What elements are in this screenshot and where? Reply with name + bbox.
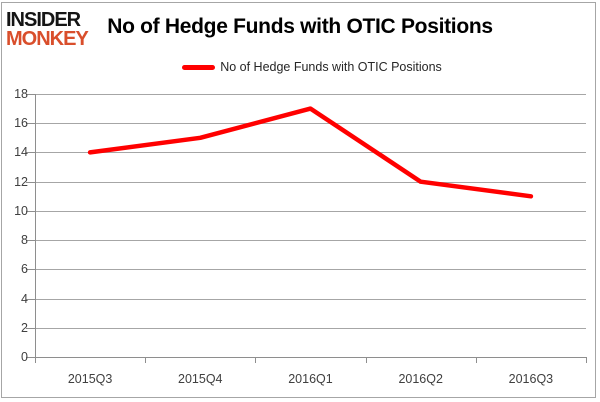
y-axis-tick (26, 152, 35, 154)
x-axis-tick (145, 357, 147, 363)
y-tick-label: 2 (21, 320, 28, 335)
x-axis-tick (475, 357, 477, 363)
y-tick-label: 0 (21, 350, 28, 364)
logo-line-monkey: MONKEY (6, 28, 89, 50)
x-tick-label: 2015Q3 (67, 372, 113, 386)
y-axis-tick (26, 357, 35, 358)
gridline (35, 269, 586, 271)
y-axis-tick (26, 94, 35, 95)
y-tick-label: 16 (14, 116, 28, 131)
x-tick-label: 2016Q2 (398, 372, 443, 386)
y-tick-label: 6 (21, 262, 28, 277)
y-tick-label: 10 (14, 203, 28, 218)
gridline (35, 123, 586, 125)
y-axis-tick (26, 327, 35, 329)
x-tick-label: 2016Q3 (508, 372, 554, 386)
logo-line-insider: INSIDER (6, 9, 81, 31)
x-axis-tick (365, 357, 367, 363)
gridline (35, 152, 586, 154)
gridline (35, 298, 586, 300)
y-tick-label: 18 (14, 87, 28, 101)
x-axis-tick (35, 357, 36, 363)
gridline (35, 94, 586, 95)
gridline (35, 240, 586, 242)
x-tick-label: 2015Q4 (178, 372, 223, 386)
legend: No of Hedge Funds with OTIC Positions (12, 60, 600, 74)
gridline (35, 327, 586, 329)
legend-line-swatch (182, 64, 216, 70)
y-tick-label: 8 (21, 233, 28, 248)
x-axis-tick (255, 357, 257, 363)
legend-label: No of Hedge Funds with OTIC Positions (220, 60, 442, 74)
x-axis-line (35, 357, 586, 358)
y-axis-tick (26, 181, 35, 183)
y-axis-tick (26, 269, 35, 271)
x-axis-tick (586, 357, 587, 363)
y-axis-tick (26, 298, 35, 300)
y-tick-label: 12 (14, 174, 28, 189)
chart-title: No of Hedge Funds with OTIC Positions (107, 15, 493, 38)
y-axis-tick (26, 123, 35, 125)
y-tick-label: 4 (21, 291, 28, 306)
gridline (35, 210, 586, 212)
insider-monkey-logo: INSIDER MONKEY (6, 9, 89, 50)
y-axis-tick (26, 210, 35, 212)
gridline (35, 181, 586, 183)
y-axis-line (35, 94, 36, 357)
y-tick-label: 14 (14, 145, 28, 160)
y-axis-tick (26, 240, 35, 242)
x-tick-label: 2016Q1 (288, 372, 333, 386)
series-line (87, 106, 534, 199)
